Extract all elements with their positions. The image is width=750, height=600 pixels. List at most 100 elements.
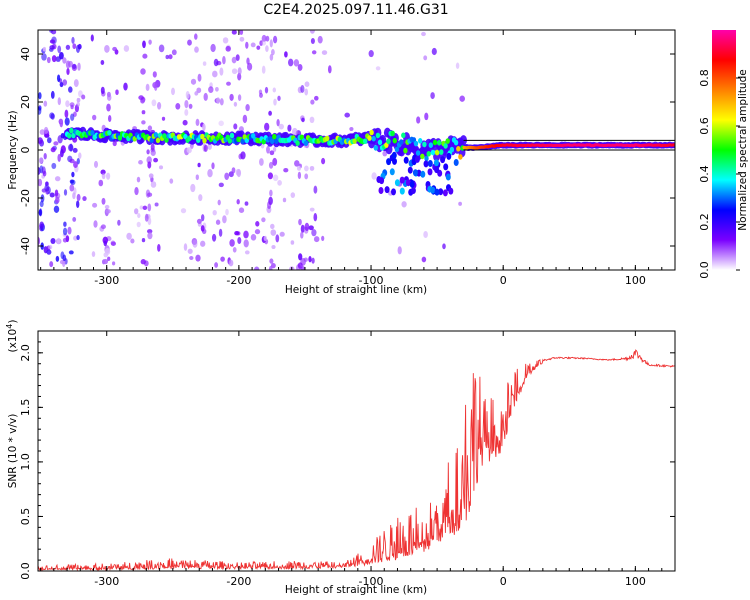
ridge-core [227,138,233,144]
noise-speck [165,54,170,60]
noise-speck [62,227,68,236]
noise-speck [100,86,105,95]
noise-speck [192,239,198,248]
y-tick-label: 0 [19,147,32,154]
noise-speck [150,143,155,151]
colorbar-tick-label: 0.2 [698,213,711,231]
x-tick-label: 0 [500,575,507,588]
noise-speck [304,165,309,172]
ridge-core [229,132,235,139]
noise-speck [288,58,294,67]
noise-speck [218,120,224,127]
noise-speck [311,229,317,237]
noise-speck [304,222,310,232]
noise-speck [239,30,244,35]
ridge-core [352,138,357,144]
noise-speck [231,167,236,174]
noise-speck [242,114,248,124]
noise-speck [231,56,237,64]
noise-speck [292,127,298,136]
ridge-core [418,138,423,144]
colorbar-tick-label: 0.4 [698,165,711,183]
ridge-core [430,149,436,156]
noise-speck [272,174,279,182]
noise-speck [68,250,74,255]
ridge-core [377,139,383,146]
y-tick-label: 40 [19,47,32,61]
ridge-core [149,137,154,143]
colorbar: 0.0 0.2 0.4 0.6 0.8 Normalized spectral ampl… [698,30,749,279]
noise-speck [229,239,235,247]
noise-speck [146,149,150,155]
noise-speck [228,259,234,267]
noise-speck [225,45,231,52]
noise-speck [76,200,80,208]
x-tick-label: -200 [226,274,251,287]
noise-speck [310,37,315,45]
ridge-scatter [403,156,409,164]
noise-speck [195,174,199,181]
noise-speck [308,256,312,263]
noise-speck [150,181,157,188]
noise-speck [213,58,219,67]
noise-speck [259,92,263,98]
ridge-scatter [384,186,390,194]
noise-speck [278,123,284,130]
spectrogram-y-label: Frequency (Hz) [7,110,19,189]
noise-speck [300,85,305,93]
noise-speck [226,81,231,86]
noise-speck [67,226,72,235]
ridge-core [153,132,159,138]
ridge-core [426,151,431,157]
noise-speck [416,116,421,124]
noise-speck [309,207,315,212]
noise-speck [207,169,213,178]
noise-speck [78,152,82,160]
noise-speck [382,150,388,157]
noise-speck [314,95,319,101]
noise-speck [49,261,54,268]
noise-speck [41,188,47,193]
y-tick-label: 0.0 [19,562,32,580]
noise-speck [313,213,318,222]
noise-speck [268,110,272,116]
noise-speck [234,231,240,236]
noise-speck [421,256,427,263]
ridge-core [453,139,459,146]
noise-speck [141,237,146,243]
ridge-scatter [391,188,396,196]
noise-speck [272,35,278,44]
noise-speck [200,225,205,232]
ridge-scatter [433,159,439,167]
noise-speck [92,114,97,121]
ridge-scatter [410,187,416,194]
noise-speck [237,94,242,101]
noise-speck [104,204,110,210]
ridge-scatter [430,186,436,194]
noise-speck [215,86,219,92]
chart-title: C2E4.2025.097.11.46.G31 [263,2,448,18]
noise-speck [76,193,81,202]
snr-y-label: SNR (10 * v/v) [7,414,19,489]
ridge-core [415,150,421,156]
ridge-scatter [443,163,449,171]
noise-speck [157,102,162,110]
ridge-core [274,138,279,144]
noise-speck [317,35,323,44]
noise-speck [196,218,202,224]
noise-speck [59,82,64,88]
noise-speck [62,79,68,86]
ridge-core [363,138,368,144]
noise-speck [130,238,135,244]
noise-speck [154,202,159,207]
ridge-core [420,153,425,160]
ridge-scatter [434,166,440,174]
ridge-core [272,133,277,140]
ridge-core [325,135,330,142]
noise-speck [235,168,241,176]
ridge-scatter [414,155,420,163]
ridge-core [155,137,161,144]
noise-speck [308,225,314,231]
x-tick-label: 100 [625,575,646,588]
